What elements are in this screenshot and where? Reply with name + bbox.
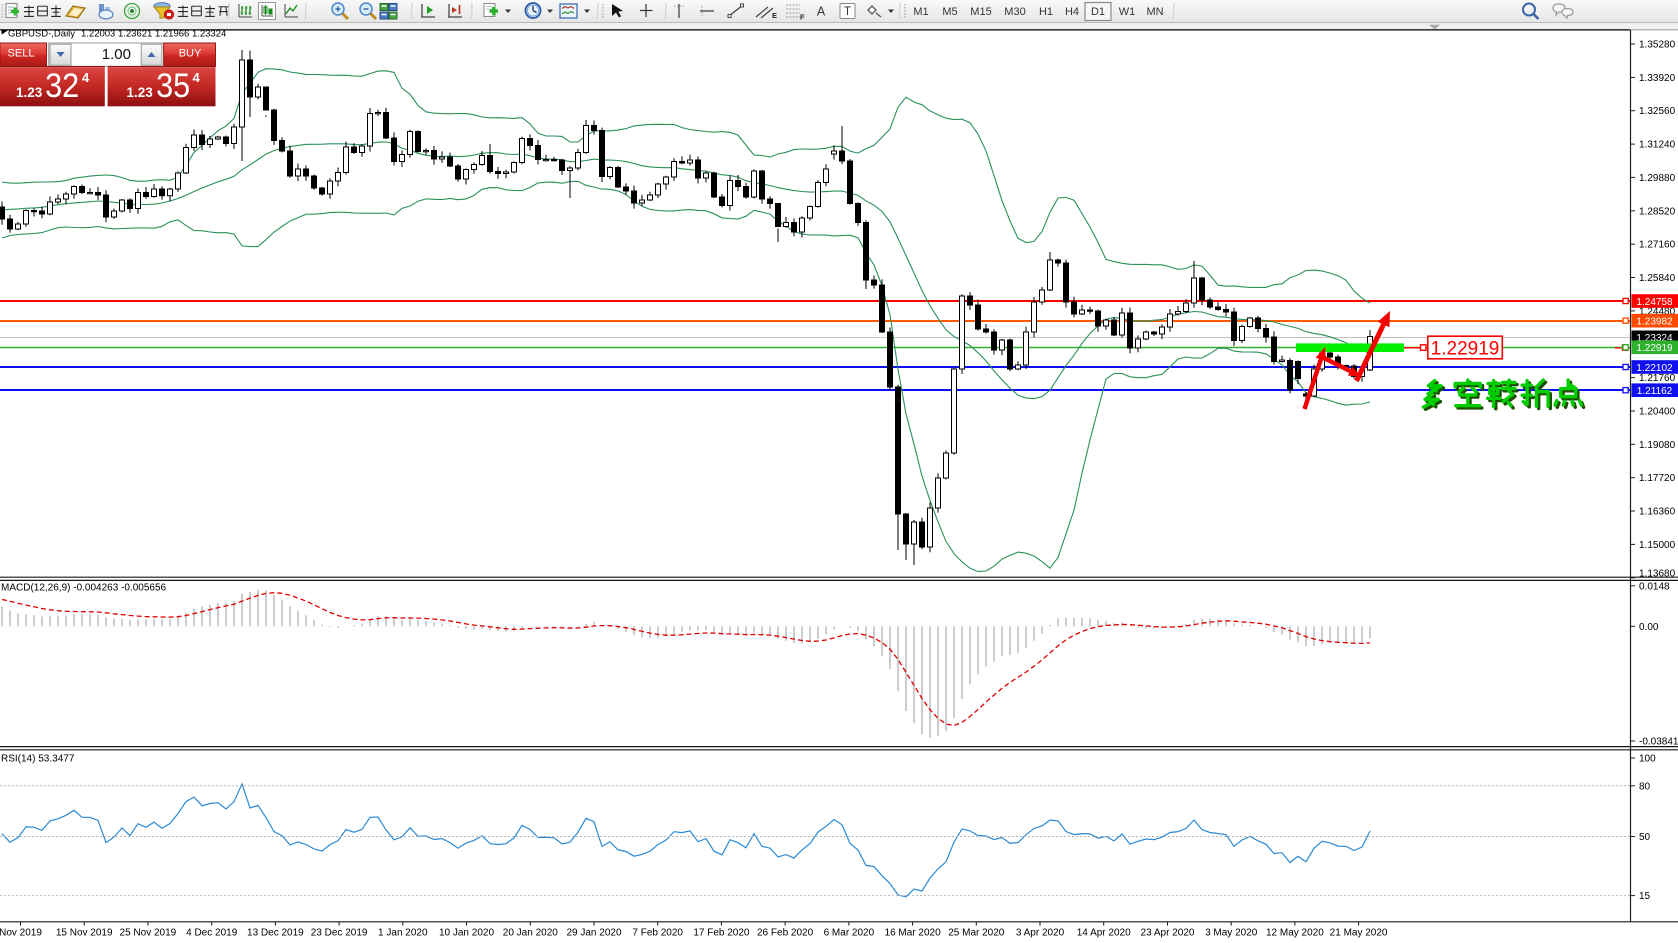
svg-text:1.29880: 1.29880 (1639, 173, 1676, 184)
svg-text:1 Jan 2020: 1 Jan 2020 (378, 928, 428, 939)
svg-text:1.31240: 1.31240 (1639, 140, 1676, 151)
svg-text:26 Feb 2020: 26 Feb 2020 (757, 928, 814, 939)
svg-text:1.21760: 1.21760 (1639, 373, 1676, 384)
svg-text:E: E (772, 11, 777, 20)
svg-text:F: F (800, 13, 805, 22)
svg-text:14 Apr 2020: 14 Apr 2020 (1077, 928, 1131, 939)
svg-text:1.35280: 1.35280 (1639, 40, 1676, 51)
svg-text:23 Apr 2020: 23 Apr 2020 (1141, 928, 1195, 939)
svg-text:GBPUSD-,Daily: GBPUSD-,Daily (8, 28, 75, 39)
svg-text:W1: W1 (1119, 6, 1136, 18)
svg-text:RSI(14) 53.3477: RSI(14) 53.3477 (1, 754, 75, 765)
svg-text:M1: M1 (913, 6, 928, 18)
svg-text:1.20400: 1.20400 (1639, 407, 1676, 418)
svg-text:15: 15 (1639, 891, 1651, 902)
svg-text:50: 50 (1639, 832, 1651, 843)
svg-text:1.15000: 1.15000 (1639, 540, 1676, 551)
svg-text:80: 80 (1639, 781, 1651, 792)
svg-text:29 Jan 2020: 29 Jan 2020 (566, 928, 621, 939)
svg-text:M30: M30 (1004, 6, 1025, 18)
svg-text:17 Feb 2020: 17 Feb 2020 (693, 928, 750, 939)
svg-text:23 Dec 2019: 23 Dec 2019 (311, 928, 368, 939)
svg-text:1.24758: 1.24758 (1636, 297, 1673, 308)
svg-text:35: 35 (156, 67, 190, 105)
svg-text:4: 4 (193, 70, 201, 85)
svg-text:MN: MN (1146, 6, 1163, 18)
svg-text:1.23: 1.23 (127, 85, 154, 100)
svg-text:100: 100 (1639, 754, 1656, 765)
svg-text:1.19080: 1.19080 (1639, 440, 1676, 451)
svg-text:H4: H4 (1065, 6, 1079, 18)
svg-text:MACD(12,26,9) -0.004263 -0.005: MACD(12,26,9) -0.004263 -0.005656 (1, 582, 167, 593)
svg-text:3 May 2020: 3 May 2020 (1205, 928, 1258, 939)
svg-text:6 Mar 2020: 6 Mar 2020 (824, 928, 875, 939)
svg-text:1.22102: 1.22102 (1636, 363, 1673, 374)
svg-text:12 May 2020: 12 May 2020 (1266, 928, 1324, 939)
svg-text:T: T (844, 6, 851, 18)
svg-text:1.23: 1.23 (16, 85, 43, 100)
svg-text:1.33920: 1.33920 (1639, 73, 1676, 84)
svg-text:1.00: 1.00 (102, 46, 131, 63)
svg-text:A: A (817, 5, 826, 19)
svg-text:10 Jan 2020: 10 Jan 2020 (439, 928, 494, 939)
svg-text:4 Dec 2019: 4 Dec 2019 (186, 928, 238, 939)
svg-text:1.27160: 1.27160 (1639, 240, 1676, 251)
svg-text:1.24480: 1.24480 (1639, 306, 1676, 317)
svg-text:0.00: 0.00 (1639, 622, 1659, 633)
svg-text:1.23982: 1.23982 (1636, 317, 1673, 328)
svg-text:7 Feb 2020: 7 Feb 2020 (632, 928, 683, 939)
svg-text:1.17720: 1.17720 (1639, 473, 1676, 484)
svg-text:1.28520: 1.28520 (1639, 206, 1676, 217)
svg-text:20 Jan 2020: 20 Jan 2020 (503, 928, 558, 939)
svg-text:1.25840: 1.25840 (1639, 273, 1676, 284)
svg-text:32: 32 (45, 67, 79, 105)
svg-text:Nov 2019: Nov 2019 (0, 928, 42, 939)
svg-text:SELL: SELL (8, 48, 35, 60)
svg-text:25 Mar 2020: 25 Mar 2020 (948, 928, 1005, 939)
svg-text:BUY: BUY (179, 48, 202, 60)
svg-text:1.22003 1.23621 1.21966 1.2332: 1.22003 1.23621 1.21966 1.23324 (81, 28, 226, 39)
svg-text:M15: M15 (970, 6, 991, 18)
svg-text:1.23324: 1.23324 (1636, 333, 1673, 344)
svg-text:1.22919: 1.22919 (1636, 343, 1673, 354)
svg-text:21 May 2020: 21 May 2020 (1330, 928, 1388, 939)
svg-text:-0.038415: -0.038415 (1639, 737, 1678, 748)
svg-text:25 Nov 2019: 25 Nov 2019 (120, 928, 177, 939)
svg-text:3 Apr 2020: 3 Apr 2020 (1016, 928, 1065, 939)
svg-text:1.22919: 1.22919 (1431, 339, 1500, 360)
svg-text:16 Mar 2020: 16 Mar 2020 (885, 928, 942, 939)
svg-text:1.16360: 1.16360 (1639, 507, 1676, 518)
svg-text:M5: M5 (942, 6, 957, 18)
svg-text:1.21162: 1.21162 (1637, 386, 1673, 397)
svg-text:4: 4 (82, 70, 90, 85)
svg-text:1.32560: 1.32560 (1639, 106, 1676, 117)
svg-text:0.0148: 0.0148 (1639, 581, 1670, 592)
svg-text:D1: D1 (1091, 6, 1105, 18)
svg-text:13 Dec 2019: 13 Dec 2019 (247, 928, 304, 939)
svg-text:15 Nov 2019: 15 Nov 2019 (56, 928, 113, 939)
svg-text:H1: H1 (1039, 6, 1053, 18)
svg-text:1.13680: 1.13680 (1639, 569, 1676, 580)
